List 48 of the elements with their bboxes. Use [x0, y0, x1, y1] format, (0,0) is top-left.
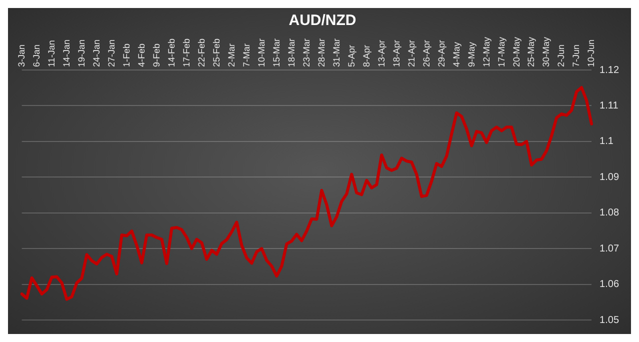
x-tick-label: 2-Mar	[226, 43, 236, 68]
y-tick-label: 1.05	[600, 314, 620, 326]
x-tick-label: 8-Apr	[361, 44, 372, 68]
chart-title: AUD/NZD	[288, 12, 356, 30]
x-tick-label: 28-Mar	[316, 38, 326, 68]
x-tick-label: 3-Jan	[16, 44, 26, 68]
x-tick-label: 7-Mar	[241, 43, 252, 68]
x-tick-label: 4-May	[451, 42, 462, 68]
x-tick-label: 17-Feb	[181, 38, 192, 68]
x-tick-label: 27-Jan	[106, 39, 116, 68]
x-tick-label: 2-Jun	[556, 44, 566, 68]
x-tick-label: 11-Jan	[46, 40, 56, 68]
x-tick-label: 18-Apr	[391, 40, 402, 68]
x-tick-label: 24-Jan	[91, 39, 102, 68]
x-tick-label: 4-Feb	[136, 43, 146, 68]
y-tick-label: 1.08	[600, 208, 620, 219]
x-tick-label: 10-Mar	[256, 38, 266, 68]
x-tick-label: 25-Feb	[211, 38, 222, 68]
y-tick-label: 1.1	[600, 136, 614, 148]
x-tick-label: 14-Jan	[61, 39, 72, 68]
x-tick-label: 18-Mar	[286, 38, 296, 68]
x-tick-label: 30-May	[541, 36, 552, 68]
x-tick-label: 5-Apr	[346, 44, 356, 68]
x-tick-label: 19-Jan	[76, 39, 86, 68]
y-tick-label: 1.12	[600, 64, 620, 76]
x-tick-label: 12-May	[481, 36, 492, 68]
y-tick-label: 1.11	[600, 100, 619, 112]
x-tick-label: 15-Mar	[271, 38, 282, 68]
x-tick-label: 23-Mar	[301, 38, 312, 68]
x-tick-label: 21-Apr	[406, 40, 416, 68]
x-tick-label: 14-Feb	[166, 38, 176, 68]
y-tick-label: 1.09	[600, 172, 620, 183]
x-tick-label: 26-Apr	[421, 40, 432, 68]
x-tick-label: 17-May	[496, 36, 506, 68]
x-tick-label: 22-Feb	[196, 38, 206, 68]
x-tick-label: 7-Jun	[571, 44, 582, 68]
x-tick-label: 29-Apr	[436, 40, 446, 68]
x-tick-label: 9-May	[466, 42, 476, 68]
x-tick-label: 13-Apr	[376, 40, 386, 68]
y-tick-label: 1.07	[600, 243, 620, 254]
x-tick-label: 20-May	[511, 36, 522, 68]
x-tick-label: 10-Jun	[586, 39, 596, 68]
y-tick-label: 1.06	[600, 279, 620, 290]
x-tick-label: 6-Jan	[31, 44, 42, 68]
x-tick-label: 31-Mar	[331, 38, 342, 68]
x-tick-label: 1-Feb	[121, 43, 132, 68]
x-tick-label: 9-Feb	[151, 43, 162, 68]
x-tick-label: 25-May	[526, 36, 536, 68]
